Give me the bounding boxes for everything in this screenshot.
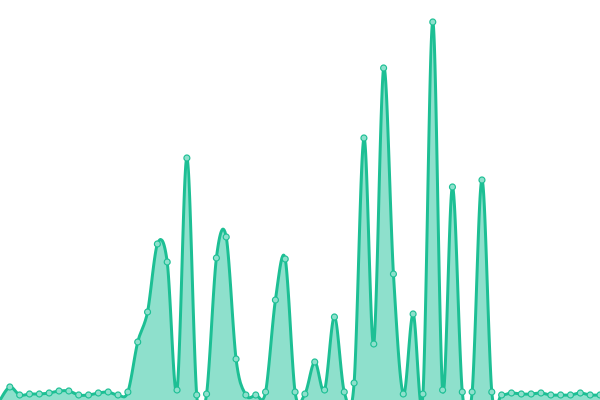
data-point xyxy=(35,390,43,398)
data-point xyxy=(478,176,486,184)
data-point xyxy=(380,64,388,72)
data-point xyxy=(468,388,476,396)
data-point xyxy=(124,388,132,396)
data-point xyxy=(242,391,250,399)
data-markers xyxy=(6,18,600,399)
data-point xyxy=(143,308,152,316)
data-point xyxy=(193,391,201,399)
data-point xyxy=(350,379,358,387)
data-point xyxy=(16,391,24,399)
data-point xyxy=(557,391,565,399)
data-point xyxy=(389,270,398,278)
data-point xyxy=(252,391,260,399)
area-fill xyxy=(0,21,600,400)
data-point xyxy=(488,388,496,396)
data-point xyxy=(134,338,142,346)
data-point xyxy=(507,389,516,397)
data-point xyxy=(281,255,289,263)
data-point xyxy=(340,388,348,396)
data-point xyxy=(94,389,102,397)
data-point xyxy=(399,390,407,398)
data-point xyxy=(261,388,270,396)
data-point xyxy=(114,391,122,399)
data-point xyxy=(419,390,427,398)
data-point xyxy=(517,390,525,398)
data-point xyxy=(586,391,594,399)
data-point xyxy=(576,389,584,397)
data-point xyxy=(6,383,14,391)
data-point xyxy=(439,386,447,394)
data-point xyxy=(45,389,53,397)
data-point xyxy=(202,390,211,398)
data-point xyxy=(320,386,329,394)
data-point xyxy=(547,391,555,399)
data-point xyxy=(458,388,466,396)
data-point xyxy=(370,340,378,348)
data-point xyxy=(104,388,112,396)
data-point xyxy=(84,391,93,399)
data-point xyxy=(55,387,63,395)
data-point xyxy=(429,18,437,26)
data-point xyxy=(566,391,575,399)
data-point xyxy=(153,240,161,248)
data-point xyxy=(527,390,535,398)
data-point xyxy=(163,258,171,266)
data-point xyxy=(409,310,417,318)
data-point xyxy=(311,358,319,366)
data-point xyxy=(75,391,83,399)
data-point xyxy=(271,296,280,304)
data-point xyxy=(212,254,220,262)
data-point xyxy=(360,134,368,142)
data-point xyxy=(537,389,545,397)
data-point xyxy=(498,391,506,399)
data-point xyxy=(291,388,299,396)
data-point xyxy=(25,390,34,398)
data-point xyxy=(65,387,73,395)
data-point xyxy=(173,386,181,394)
data-point xyxy=(232,355,240,363)
data-point xyxy=(330,313,339,321)
series-line xyxy=(0,20,600,400)
data-point xyxy=(183,154,191,162)
data-point xyxy=(222,233,230,241)
data-point xyxy=(596,391,600,399)
data-point xyxy=(448,183,457,191)
data-point xyxy=(301,390,309,398)
